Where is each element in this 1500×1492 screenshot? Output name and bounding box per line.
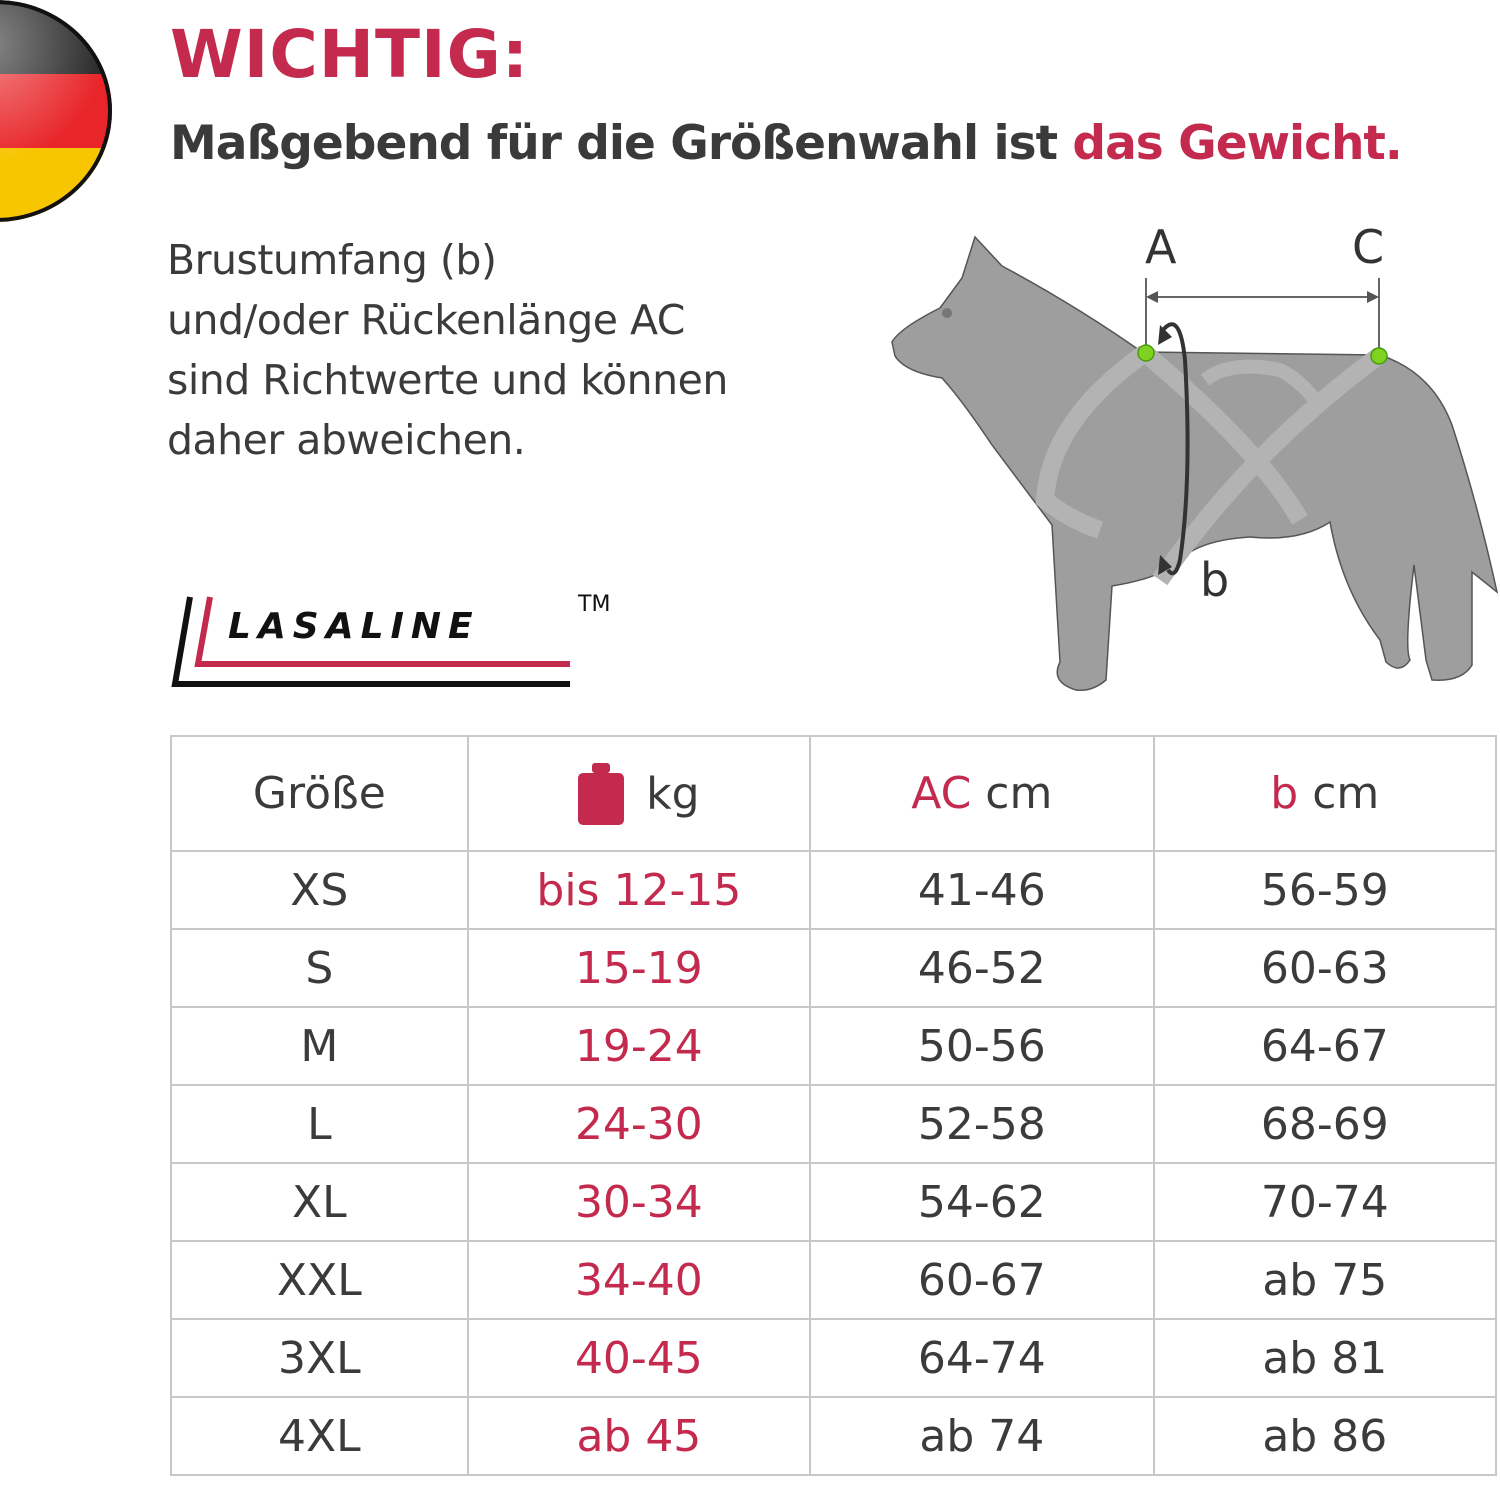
- brand-name: LASALINE: [228, 606, 480, 647]
- cell-kg: bis 12-15: [466, 850, 812, 930]
- cell-b: ab 81: [1152, 1318, 1498, 1398]
- cell-ac: 60-67: [809, 1240, 1155, 1320]
- cell-ac: 41-46: [809, 850, 1155, 930]
- subtitle-highlight: das Gewicht.: [1072, 116, 1402, 171]
- cell-b: 60-63: [1152, 928, 1498, 1008]
- header-size: Größe: [170, 735, 469, 852]
- cell-size: L: [170, 1084, 469, 1164]
- cell-size: M: [170, 1006, 469, 1086]
- cell-kg: 40-45: [466, 1318, 812, 1398]
- table-row: XXL 34-40 60-67 ab 75: [170, 1240, 1498, 1320]
- weight-icon: [578, 762, 625, 825]
- header-kg: kg: [466, 735, 812, 852]
- dog-silhouette: [891, 235, 1499, 692]
- label-b: b: [1200, 553, 1229, 607]
- cell-size: 3XL: [170, 1318, 469, 1398]
- cell-b: ab 75: [1152, 1240, 1498, 1320]
- note-line: Brustumfang (b): [167, 236, 497, 284]
- cell-b: 70-74: [1152, 1162, 1498, 1242]
- table-row: 3XL 40-45 64-74 ab 81: [170, 1318, 1498, 1398]
- cell-kg: ab 45: [466, 1396, 812, 1476]
- cell-b: ab 86: [1152, 1396, 1498, 1476]
- point-c-marker: [1370, 347, 1388, 365]
- cell-kg: 15-19: [466, 928, 812, 1008]
- table-row: 4XL ab 45 ab 74 ab 86: [170, 1396, 1498, 1476]
- cell-size: XL: [170, 1162, 469, 1242]
- header-ac: AC cm: [809, 735, 1155, 852]
- cell-kg: 30-34: [466, 1162, 812, 1242]
- cell-b: 68-69: [1152, 1084, 1498, 1164]
- cell-b: 64-67: [1152, 1006, 1498, 1086]
- size-table: Größe kg AC cm b cm XS bis 12-15 41-46 56-5…: [170, 735, 1498, 1476]
- brand-logo: [171, 596, 570, 687]
- measurement-note: Brustumfang (b) und/oder Rückenlänge AC …: [167, 230, 728, 470]
- label-a: A: [1145, 220, 1177, 274]
- cell-ac: ab 74: [809, 1396, 1155, 1476]
- cell-size: 4XL: [170, 1396, 469, 1476]
- cell-kg: 34-40: [466, 1240, 812, 1320]
- ac-label: AC: [911, 768, 972, 819]
- cell-ac: 50-56: [809, 1006, 1155, 1086]
- label-c: C: [1352, 220, 1384, 274]
- page-title: WICHTIG:: [170, 16, 530, 93]
- cell-ac: 64-74: [809, 1318, 1155, 1398]
- cell-size: S: [170, 928, 469, 1008]
- kg-label: kg: [646, 768, 700, 819]
- germany-flag-icon: [0, 0, 112, 222]
- table-row: S 15-19 46-52 60-63: [170, 928, 1498, 1008]
- note-line: und/oder Rückenlänge AC: [167, 296, 685, 344]
- point-a-marker: [1137, 344, 1155, 362]
- b-label: b: [1270, 768, 1299, 819]
- cell-ac: 46-52: [809, 928, 1155, 1008]
- table-header-row: Größe kg AC cm b cm: [170, 735, 1498, 852]
- cell-size: XXL: [170, 1240, 469, 1320]
- table-row: XS bis 12-15 41-46 56-59: [170, 850, 1498, 930]
- header-b: b cm: [1152, 735, 1498, 852]
- cell-b: 56-59: [1152, 850, 1498, 930]
- trademark: TM: [578, 592, 611, 617]
- subtitle-text: Maßgebend für die Größenwahl ist: [170, 116, 1073, 171]
- table-row: L 24-30 52-58 68-69: [170, 1084, 1498, 1164]
- note-line: sind Richtwerte und können: [167, 356, 728, 404]
- note-line: daher abweichen.: [167, 416, 526, 464]
- cell-kg: 24-30: [466, 1084, 812, 1164]
- ac-unit: cm: [971, 768, 1053, 819]
- cell-kg: 19-24: [466, 1006, 812, 1086]
- cell-ac: 54-62: [809, 1162, 1155, 1242]
- cell-size: XS: [170, 850, 469, 930]
- table-row: XL 30-34 54-62 70-74: [170, 1162, 1498, 1242]
- cell-ac: 52-58: [809, 1084, 1155, 1164]
- page-subtitle: Maßgebend für die Größenwahl ist das Gew…: [170, 116, 1403, 171]
- table-row: M 19-24 50-56 64-67: [170, 1006, 1498, 1086]
- b-unit: cm: [1298, 768, 1380, 819]
